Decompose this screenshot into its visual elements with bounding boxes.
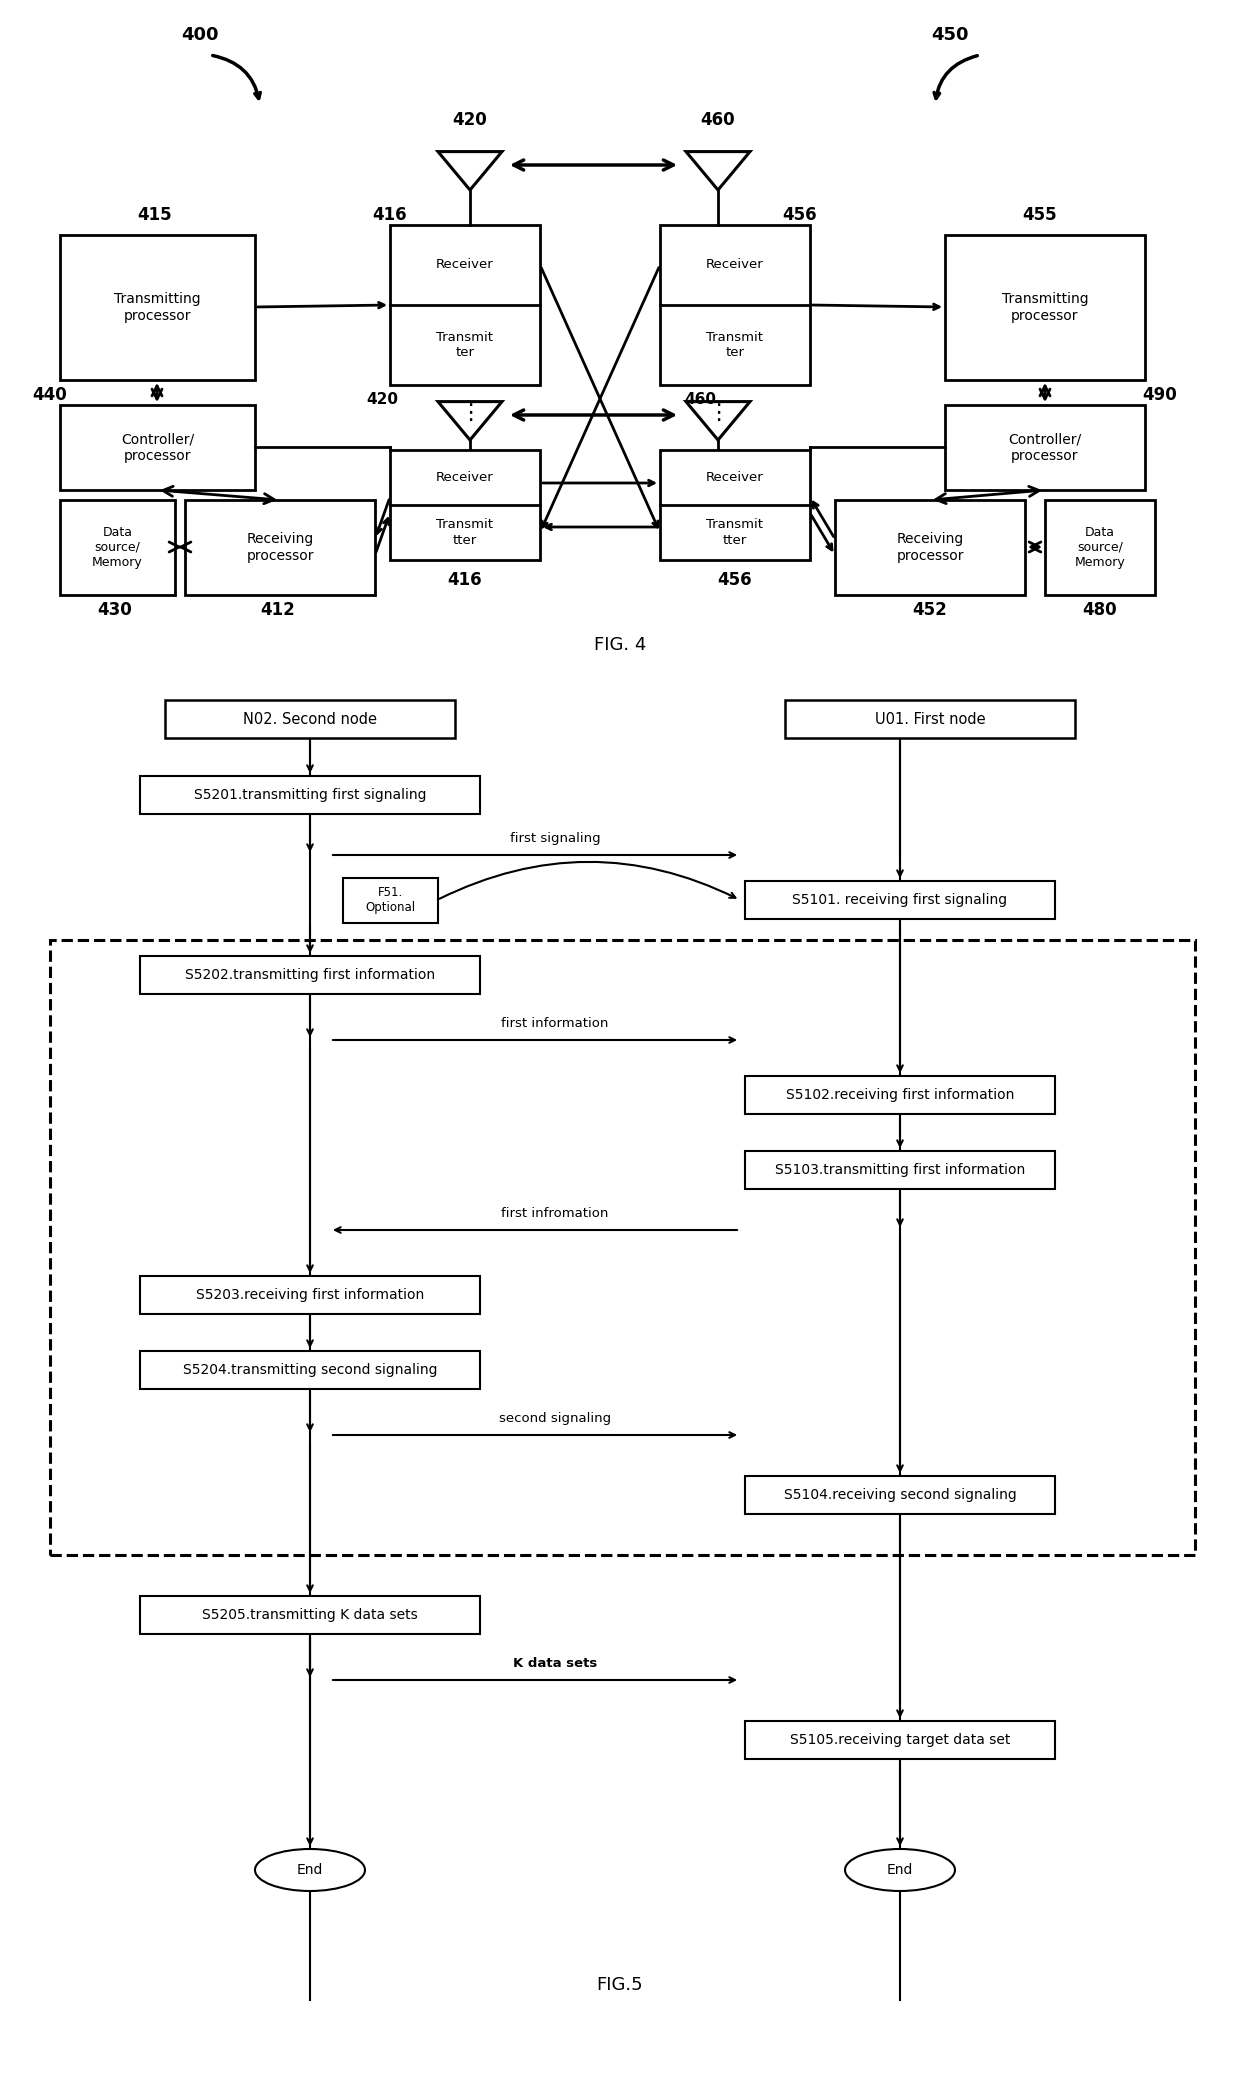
- Text: 420: 420: [366, 392, 398, 408]
- Text: 480: 480: [1083, 602, 1117, 619]
- Text: FIG. 4: FIG. 4: [594, 635, 646, 654]
- Bar: [343, 879, 438, 923]
- Bar: [785, 700, 1075, 737]
- Text: 415: 415: [138, 206, 172, 225]
- Text: S5204.transmitting second signaling: S5204.transmitting second signaling: [182, 1362, 438, 1377]
- Text: 450: 450: [931, 25, 968, 44]
- Bar: [165, 700, 455, 737]
- Text: S5104.receiving second signaling: S5104.receiving second signaling: [784, 1487, 1017, 1502]
- Text: S5205.transmitting K data sets: S5205.transmitting K data sets: [202, 1608, 418, 1623]
- Text: second signaling: second signaling: [498, 1412, 611, 1425]
- Text: Receiver: Receiver: [436, 258, 494, 271]
- Text: 400: 400: [181, 25, 218, 44]
- Text: S5101. receiving first signaling: S5101. receiving first signaling: [792, 894, 1008, 906]
- Text: S5203.receiving first information: S5203.receiving first information: [196, 1287, 424, 1302]
- Text: 430: 430: [98, 602, 133, 619]
- Text: first infromation: first infromation: [501, 1206, 609, 1221]
- Bar: [50, 939, 1195, 1556]
- Text: first signaling: first signaling: [510, 831, 600, 846]
- Bar: [140, 777, 480, 814]
- Bar: [391, 450, 539, 560]
- Text: 455: 455: [1023, 206, 1058, 225]
- Text: 490: 490: [1142, 385, 1177, 404]
- Text: End: End: [296, 1862, 324, 1877]
- Text: S5201.transmitting first signaling: S5201.transmitting first signaling: [193, 787, 427, 802]
- Text: 416: 416: [373, 206, 407, 225]
- Text: Transmit
ter: Transmit ter: [707, 331, 764, 358]
- Bar: [60, 500, 175, 596]
- Ellipse shape: [844, 1850, 955, 1891]
- Bar: [745, 1152, 1055, 1189]
- Text: N02. Second node: N02. Second node: [243, 712, 377, 727]
- Bar: [660, 450, 810, 560]
- Text: Controller/
processor: Controller/ processor: [1008, 433, 1081, 462]
- Text: Receiver: Receiver: [706, 471, 764, 483]
- Bar: [745, 1077, 1055, 1114]
- Bar: [140, 956, 480, 994]
- Text: End: End: [887, 1862, 913, 1877]
- Text: Transmitting
processor: Transmitting processor: [114, 292, 201, 323]
- Text: S5102.receiving first information: S5102.receiving first information: [786, 1087, 1014, 1102]
- Text: 440: 440: [32, 385, 67, 404]
- Bar: [660, 225, 810, 385]
- Text: S5202.transmitting first information: S5202.transmitting first information: [185, 969, 435, 981]
- Bar: [945, 404, 1145, 490]
- Text: Data
source/
Memory: Data source/ Memory: [92, 527, 143, 569]
- Text: S5103.transmitting first information: S5103.transmitting first information: [775, 1162, 1025, 1177]
- Bar: [745, 881, 1055, 919]
- Text: 456: 456: [718, 571, 753, 589]
- Bar: [835, 500, 1025, 596]
- Text: 456: 456: [782, 206, 817, 225]
- Text: Receiving
processor: Receiving processor: [247, 533, 314, 562]
- Text: S5105.receiving target data set: S5105.receiving target data set: [790, 1733, 1011, 1748]
- Text: Transmitting
processor: Transmitting processor: [1002, 292, 1089, 323]
- Text: 460: 460: [684, 392, 715, 408]
- Bar: [60, 404, 255, 490]
- Text: 416: 416: [448, 571, 482, 589]
- Text: Transmit
tter: Transmit tter: [707, 519, 764, 546]
- Text: ⋮: ⋮: [459, 402, 481, 423]
- Bar: [745, 1721, 1055, 1758]
- Text: 420: 420: [453, 110, 487, 129]
- Bar: [140, 1596, 480, 1633]
- Text: F51.
Optional: F51. Optional: [366, 887, 415, 914]
- Bar: [745, 1477, 1055, 1514]
- Text: ⋮: ⋮: [707, 402, 729, 423]
- Text: Receiver: Receiver: [436, 471, 494, 483]
- Text: Receiver: Receiver: [706, 258, 764, 271]
- Text: Data
source/
Memory: Data source/ Memory: [1075, 527, 1126, 569]
- Text: Receiving
processor: Receiving processor: [897, 533, 963, 562]
- Bar: [185, 500, 374, 596]
- Bar: [140, 1277, 480, 1314]
- Text: 460: 460: [701, 110, 735, 129]
- Text: 452: 452: [913, 602, 947, 619]
- Text: 412: 412: [260, 602, 295, 619]
- Bar: [60, 235, 255, 379]
- Ellipse shape: [255, 1850, 365, 1891]
- Bar: [391, 225, 539, 385]
- Text: FIG.5: FIG.5: [596, 1977, 644, 1993]
- Bar: [140, 1352, 480, 1389]
- Text: Transmit
ter: Transmit ter: [436, 331, 494, 358]
- Text: Controller/
processor: Controller/ processor: [122, 433, 195, 462]
- Text: U01. First node: U01. First node: [874, 712, 986, 727]
- Bar: [1045, 500, 1154, 596]
- Text: Transmit
tter: Transmit tter: [436, 519, 494, 546]
- Text: first information: first information: [501, 1017, 609, 1029]
- Text: K data sets: K data sets: [513, 1656, 598, 1671]
- Bar: [945, 235, 1145, 379]
